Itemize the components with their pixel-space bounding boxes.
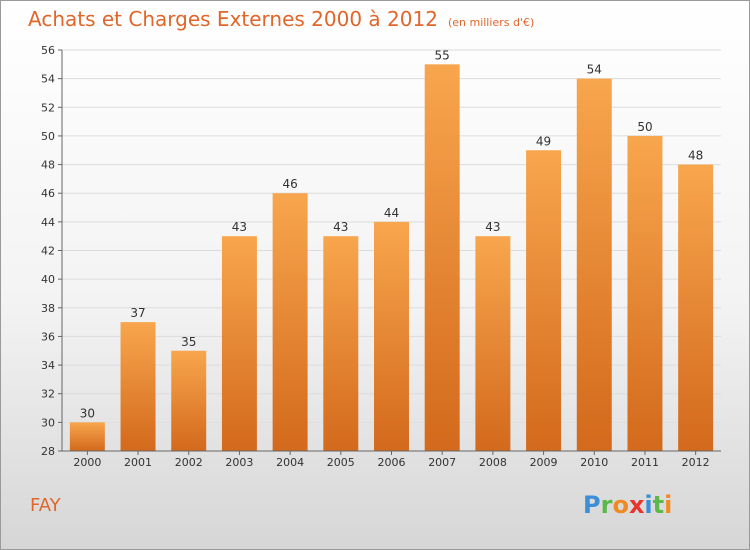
y-tick-label: 44	[41, 216, 55, 229]
bar	[424, 64, 460, 452]
data-label: 49	[536, 134, 551, 148]
x-tick-label: 2000	[73, 456, 101, 469]
data-label: 44	[384, 206, 399, 220]
x-tick-label: 2008	[479, 456, 507, 469]
x-tick-label: 2012	[682, 456, 710, 469]
logo-letter: r	[600, 491, 613, 519]
bar	[171, 350, 207, 451]
bar	[221, 236, 257, 451]
y-tick-label: 48	[41, 159, 55, 172]
bar	[69, 422, 105, 451]
logo-letter: t	[652, 491, 665, 519]
bar	[120, 322, 156, 451]
y-tick-label: 42	[41, 245, 55, 258]
logo-letter: i	[664, 491, 673, 519]
logo-letter: P	[583, 491, 601, 519]
bar	[272, 193, 308, 451]
chart-subtitle: (en milliers d'€)	[447, 16, 535, 29]
data-label: 43	[232, 220, 247, 234]
bar	[526, 150, 562, 451]
data-label: 43	[485, 220, 500, 234]
bar	[627, 135, 663, 451]
proxiti-logo: Proxiti	[583, 491, 672, 519]
data-label: 54	[587, 63, 602, 77]
bar	[576, 78, 612, 452]
y-tick-label: 50	[41, 130, 55, 143]
x-tick-label: 2002	[175, 456, 203, 469]
data-label: 46	[282, 177, 297, 191]
logo-letter: x	[628, 491, 645, 519]
y-tick-label: 56	[41, 44, 55, 57]
y-tick-label: 38	[41, 302, 55, 315]
y-tick-label: 54	[41, 73, 55, 86]
y-tick-label: 40	[41, 273, 55, 286]
data-label: 35	[181, 335, 196, 349]
x-tick-label: 2010	[580, 456, 608, 469]
bar	[475, 236, 511, 451]
x-tick-label: 2003	[225, 456, 253, 469]
x-tick-label: 2011	[631, 456, 659, 469]
x-tick-label: 2001	[124, 456, 152, 469]
logo-letter: o	[612, 491, 629, 519]
bar	[323, 236, 359, 451]
x-tick-label: 2004	[276, 456, 304, 469]
chart-title: Achats et Charges Externes 2000 à 2012 (e…	[28, 7, 535, 31]
y-tick-label: 52	[41, 101, 55, 114]
x-tick-label: 2006	[378, 456, 406, 469]
y-tick-label: 46	[41, 187, 55, 200]
y-tick-label: 28	[41, 445, 55, 458]
y-tick-label: 36	[41, 330, 55, 343]
bar	[678, 164, 714, 452]
y-tick-label: 34	[41, 359, 55, 372]
location-label: FAY	[30, 495, 61, 516]
x-tick-label: 2007	[428, 456, 456, 469]
data-label: 30	[80, 406, 95, 420]
x-tick-label: 2005	[327, 456, 355, 469]
x-tick-label: 2009	[530, 456, 558, 469]
data-label: 50	[637, 120, 652, 134]
data-label: 43	[333, 220, 348, 234]
data-label: 37	[130, 306, 145, 320]
y-tick-label: 32	[41, 388, 55, 401]
bar	[374, 221, 409, 451]
data-label: 48	[688, 149, 703, 163]
y-tick-label: 30	[41, 416, 55, 429]
data-label: 55	[435, 48, 450, 62]
logo-letter: i	[644, 491, 653, 519]
